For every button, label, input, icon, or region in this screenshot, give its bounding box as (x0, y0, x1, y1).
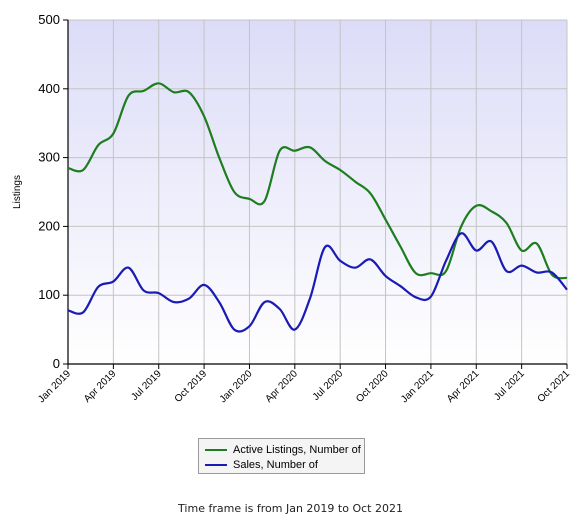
legend: Active Listings, Number of Sales, Number… (198, 438, 365, 474)
x-tick-label: Jul 2021 (492, 368, 527, 403)
x-tick-label: Oct 2020 (354, 368, 391, 405)
series-line-active-listings (67, 82, 568, 280)
legend-item-sales: Sales, Number of (205, 457, 364, 472)
grid-lines (68, 19, 568, 364)
series-lines (67, 82, 568, 333)
y-tick-label: 100 (38, 287, 60, 302)
timeframe-footer: Time frame is from Jan 2019 to Oct 2021 (178, 502, 403, 515)
series-line-sales (67, 232, 568, 333)
y-tick-labels: 0 100 200 300 400 500 (38, 12, 60, 371)
y-tick-label: 500 (38, 12, 60, 27)
x-tick-label: Apr 2020 (263, 368, 300, 405)
y-tick-label: 0 (53, 356, 60, 371)
x-tick-label: Oct 2021 (536, 368, 573, 405)
legend-label-sales: Sales, Number of (233, 458, 318, 471)
y-tick-label: 400 (38, 81, 60, 96)
x-tick-label: Jan 2019 (36, 368, 73, 405)
axes (63, 19, 568, 369)
x-tick-label: Apr 2019 (82, 368, 119, 405)
x-tick-label: Apr 2021 (445, 368, 482, 405)
legend-label-active-listings: Active Listings, Number of (233, 443, 361, 456)
y-tick-label: 200 (38, 218, 60, 233)
x-tick-label: Jul 2020 (311, 368, 346, 403)
y-axis-label: Listings (12, 175, 23, 209)
x-tick-label: Jan 2021 (399, 368, 436, 405)
plot-area (68, 20, 567, 364)
legend-swatch-sales (205, 463, 227, 466)
y-tick-label: 300 (38, 150, 60, 165)
x-tick-labels: Jan 2019 Apr 2019 Jul 2019 Oct 2019 Jan 2020… (36, 368, 572, 405)
x-tick-label: Oct 2019 (173, 368, 210, 405)
x-tick-label: Jul 2019 (129, 368, 164, 403)
x-tick-label: Jan 2020 (218, 368, 255, 405)
legend-item-active-listings: Active Listings, Number of (205, 442, 364, 457)
legend-swatch-active-listings (205, 448, 227, 451)
